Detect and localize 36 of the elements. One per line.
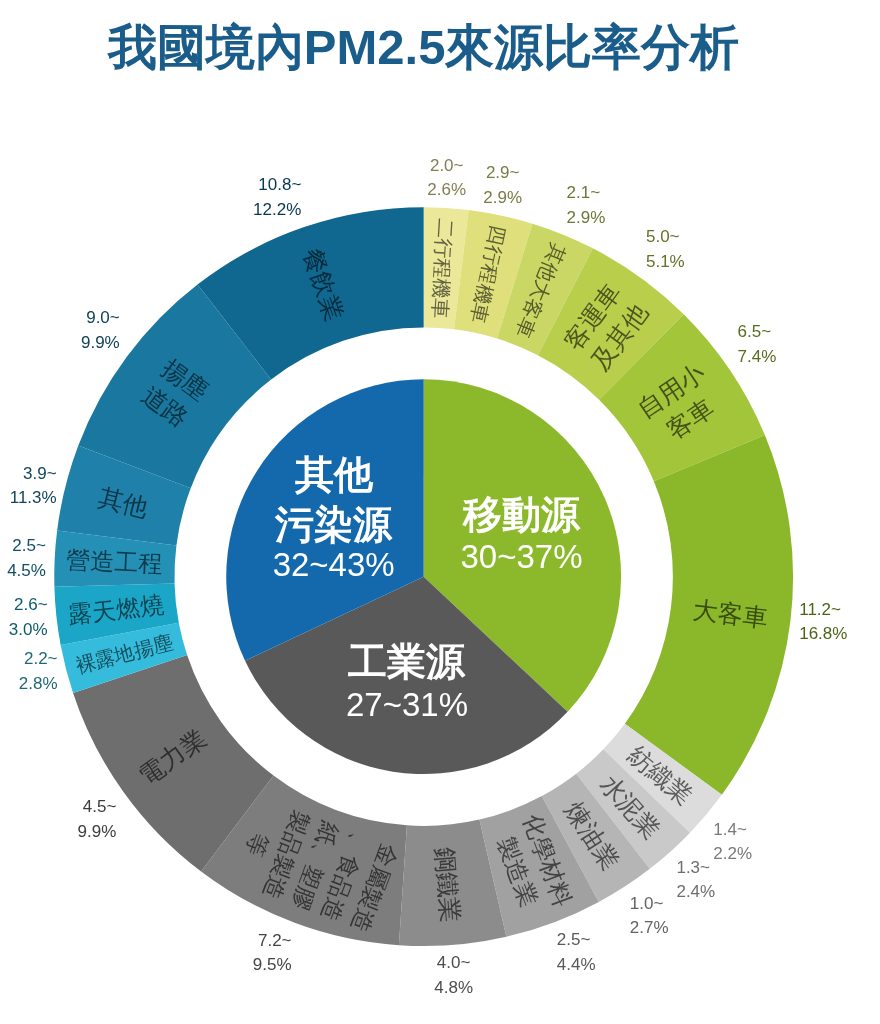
slice-label: 鋼鐵業 xyxy=(431,846,466,924)
data-label: 9.0~9.9% xyxy=(80,308,120,352)
slice-label: 二行程機車 xyxy=(428,217,457,319)
data-label: 11.2~16.8% xyxy=(799,599,848,644)
data-label: 32~43% xyxy=(272,546,395,584)
data-label: 10.8~12.2% xyxy=(253,175,302,220)
slice-label: 移動源 xyxy=(461,492,581,536)
data-label: 2.1~2.9% xyxy=(566,183,606,227)
slice-label: 大客車 xyxy=(691,595,770,632)
data-label: 30~37% xyxy=(460,538,583,576)
slice-label: 露天燃燒 xyxy=(66,591,166,629)
data-label: 2.2~2.8% xyxy=(18,649,58,694)
data-label: 1.4~2.2% xyxy=(713,819,753,864)
data-label: 4.0~4.8% xyxy=(434,953,473,998)
data-label: 3.9~11.3% xyxy=(9,463,57,508)
data-label: 27~31% xyxy=(345,685,468,723)
slice-label: 工業源 xyxy=(348,640,467,684)
data-label: 2.5~4.5% xyxy=(7,536,46,581)
data-label: 6.5~7.4% xyxy=(737,322,777,366)
slice-label: 四行程機車 xyxy=(467,223,510,326)
slice-label: 其他污染源 xyxy=(274,453,394,546)
slice-label: 電力業 xyxy=(133,723,211,791)
data-label: 4.5~9.9% xyxy=(77,796,117,841)
slice-label: 餐飲業 xyxy=(298,244,349,325)
data-label: 2.0~2.6% xyxy=(427,155,467,200)
slice-label: 其他 xyxy=(95,482,152,522)
data-label: 2.6~3.0% xyxy=(8,595,48,639)
data-label: 1.0~2.7% xyxy=(629,893,669,938)
data-label: 2.5~4.4% xyxy=(556,930,596,975)
data-label: 2.9~2.9% xyxy=(483,163,523,208)
slice-label: 營造工程 xyxy=(66,545,164,578)
chart-title: 我國境內PM2.5來源比率分析 xyxy=(106,20,740,75)
slice-label: 裸露地揚塵 xyxy=(73,630,176,678)
slice-label: 揚塵道路 xyxy=(136,353,214,433)
data-label: 7.2~9.5% xyxy=(252,930,292,975)
data-label: 5.0~5.1% xyxy=(645,227,685,271)
